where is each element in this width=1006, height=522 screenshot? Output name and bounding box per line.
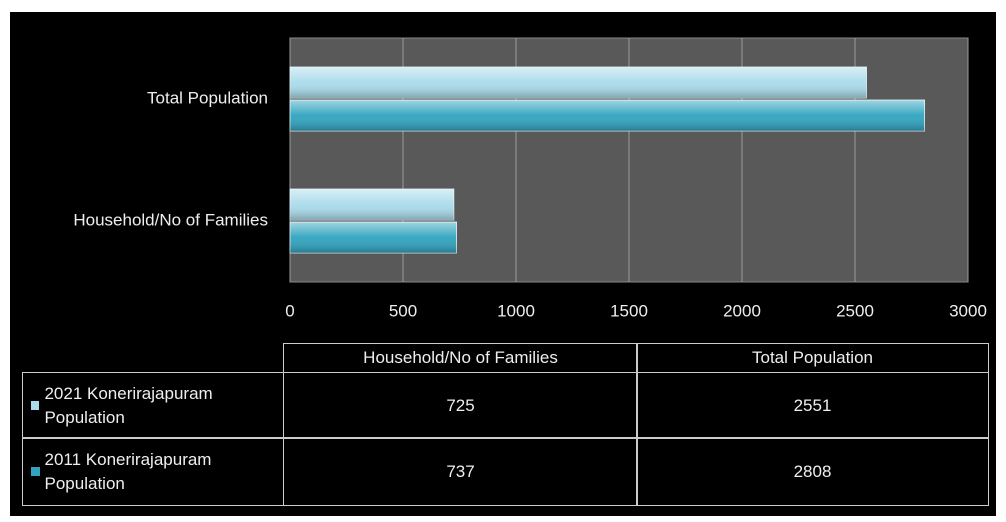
x-tick-label: 500 [389,301,417,320]
y-tick-label: Total Population [147,88,268,107]
bar [289,221,457,254]
x-tick-label: 3000 [949,301,987,320]
table-value: 2808 [636,437,989,506]
x-tick-label: 2500 [836,301,874,320]
legend-key [31,467,40,476]
bar [289,66,867,99]
bar [289,188,455,221]
table-value: 737 [283,437,638,506]
table-value: 725 [283,372,638,439]
bar [289,99,926,132]
x-tick-label: 1000 [497,301,535,320]
x-tick-label: 2000 [723,301,761,320]
table-series-name: 2021 Konerirajapuram Population [22,372,284,439]
x-tick-label: 0 [285,301,294,320]
table-value: 2551 [636,372,989,439]
table-header: Household/No of Families [283,343,638,373]
legend-label: 2021 Konerirajapuram Population [44,383,213,427]
y-tick-label: Household/No of Families [73,210,268,229]
x-tick-label: 1500 [610,301,648,320]
table-series-name: 2011 Konerirajapuram Population [22,437,284,506]
legend-key [31,401,40,410]
table-header: Total Population [636,343,989,373]
legend-label: 2011 Konerirajapuram Population [44,449,212,493]
